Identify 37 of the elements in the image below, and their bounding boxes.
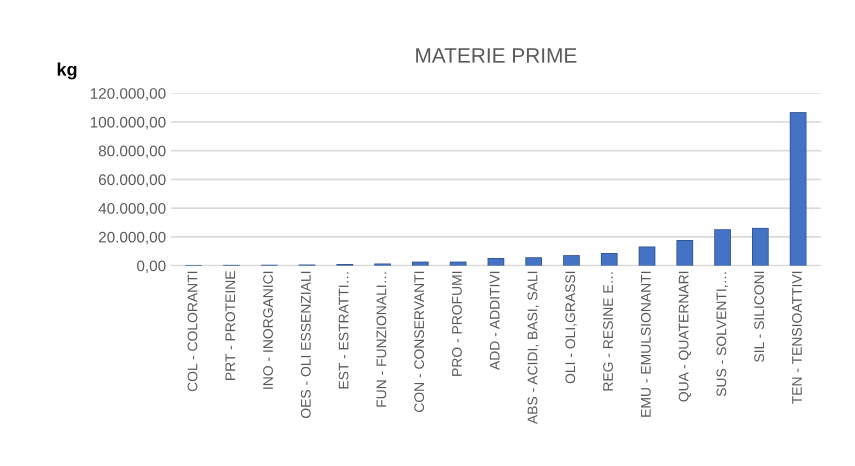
chart-title: MATERIE PRIME: [416, 48, 576, 63]
x-tick-label: ADD - ADDITIVI: [490, 272, 500, 370]
bar: [714, 229, 731, 266]
y-tick-label: 100.000,00: [90, 116, 166, 130]
x-tick-label: SUS - SOLVENTI,…: [716, 272, 728, 396]
x-tick-label: OLI - OLI,GRASSI: [565, 272, 577, 384]
y-tick-label: 0,00: [137, 260, 166, 274]
bar: [752, 228, 769, 266]
x-tick-label: COL - COLORANTI: [188, 272, 198, 392]
bar: [525, 257, 542, 266]
x-tick-label: INO - INORGANICI: [263, 272, 273, 389]
x-tick-label: PRT - PROTEINE: [225, 271, 236, 380]
y-tick-label: 20.000,00: [98, 232, 166, 244]
y-tick-label: 80.000,00: [98, 146, 166, 158]
y-tick-label: 120.000,00: [90, 88, 166, 101]
x-tick-label: QUA - QUATERNARI: [678, 272, 692, 402]
x-tick-label: EMU - EMULSIONANTI: [640, 272, 651, 417]
bar: [600, 252, 618, 266]
y-tick-label: 40.000,00: [98, 203, 166, 216]
x-tick-label: PRO - PROFUMI: [452, 272, 462, 376]
bar: [488, 258, 504, 266]
bar: [638, 246, 656, 266]
x-tick-label: EST - ESTRATTI…: [338, 272, 349, 388]
x-tick-label: TEN - TENSIOATTIVI: [792, 272, 802, 404]
y-axis-title: kg: [58, 62, 76, 80]
bar: [563, 255, 580, 266]
x-tick-label: ABS - ACIDI, BASI, SALI: [528, 272, 540, 424]
x-tick-label: FUN - FUNZIONALI…: [376, 272, 386, 407]
y-tick-label: 60.000,00: [98, 174, 166, 187]
x-tick-label: SIL - SILICONI: [754, 272, 764, 362]
bar: [450, 262, 466, 266]
x-tick-label: REG - RESINE E…: [603, 272, 613, 391]
bar: [790, 112, 806, 266]
bar: [412, 262, 429, 266]
x-tick-label: OES - OLI ESSENZIALI: [300, 272, 311, 418]
x-tick-label: CON - CONSERVANTI: [414, 272, 424, 412]
bar: [676, 240, 694, 266]
